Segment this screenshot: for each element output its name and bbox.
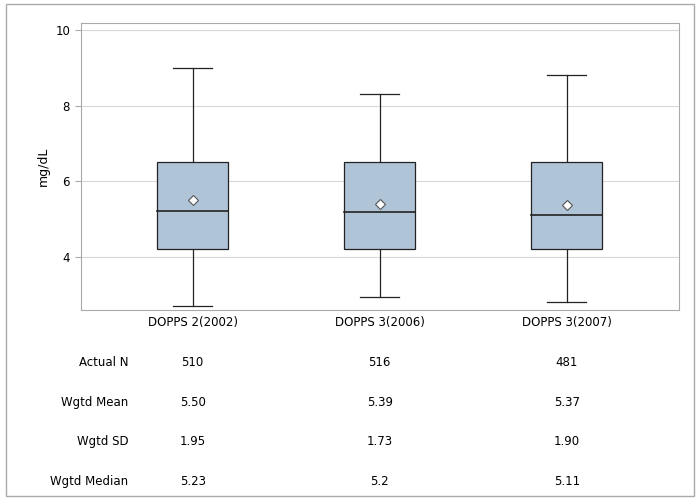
Text: 5.39: 5.39	[367, 396, 393, 408]
Text: 5.11: 5.11	[554, 475, 580, 488]
Text: 1.95: 1.95	[180, 435, 206, 448]
Text: 510: 510	[181, 356, 204, 369]
Text: 5.37: 5.37	[554, 396, 580, 408]
Text: 1.73: 1.73	[367, 435, 393, 448]
Text: 5.50: 5.50	[180, 396, 206, 408]
Bar	[344, 162, 415, 250]
Text: Wgtd SD: Wgtd SD	[77, 435, 128, 448]
Text: 5.2: 5.2	[370, 475, 389, 488]
Text: 5.23: 5.23	[180, 475, 206, 488]
Text: 1.90: 1.90	[554, 435, 580, 448]
Text: Wgtd Median: Wgtd Median	[50, 475, 128, 488]
Bar	[158, 162, 228, 250]
Y-axis label: mg/dL: mg/dL	[36, 146, 50, 186]
Text: Actual N: Actual N	[79, 356, 128, 369]
Text: 516: 516	[369, 356, 391, 369]
Bar	[531, 162, 602, 250]
Text: Wgtd Mean: Wgtd Mean	[61, 396, 128, 408]
Text: 481: 481	[556, 356, 578, 369]
